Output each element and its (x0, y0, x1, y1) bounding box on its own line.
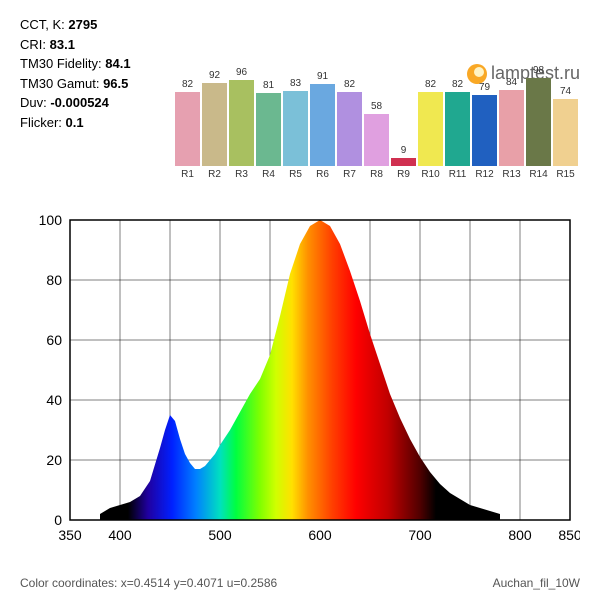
svg-text:800: 800 (508, 527, 532, 543)
metric-row: CCT, K: 2795 (20, 15, 131, 35)
svg-text:500: 500 (208, 527, 232, 543)
svg-text:0: 0 (54, 512, 62, 528)
cri-bar-R13: 84R13 (499, 77, 524, 166)
metric-row: CRI: 83.1 (20, 35, 131, 55)
svg-text:700: 700 (408, 527, 432, 543)
cri-bar-R9: 9R9 (391, 145, 416, 166)
cri-bar-R4: 81R4 (256, 80, 281, 166)
svg-text:400: 400 (108, 527, 132, 543)
cri-bar-chart: 82R192R296R381R483R591R682R758R89R982R10… (175, 60, 585, 180)
cri-bar-R10: 82R10 (418, 79, 443, 166)
cri-bar-R15: 74R15 (553, 86, 578, 166)
svg-text:80: 80 (46, 272, 62, 288)
cri-bar-R2: 92R2 (202, 70, 227, 166)
cri-bar-R7: 82R7 (337, 79, 362, 166)
cri-bar-R1: 82R1 (175, 79, 200, 166)
metric-row: Flicker: 0.1 (20, 113, 131, 133)
metric-row: Duv: -0.000524 (20, 93, 131, 113)
sample-name: Auchan_fil_10W (493, 576, 580, 590)
svg-text:100: 100 (39, 212, 63, 228)
cri-bar-R6: 91R6 (310, 71, 335, 166)
metric-row: TM30 Fidelity: 84.1 (20, 54, 131, 74)
cri-bar-R12: 79R12 (472, 82, 497, 166)
cri-bar-R3: 96R3 (229, 67, 254, 166)
cri-bar-R14: 98R14 (526, 65, 551, 166)
color-coordinates: Color coordinates: x=0.4514 y=0.4071 u=0… (20, 576, 277, 590)
spectrum-chart: 0 20 40 60 80 100 350 400 500 600 700 800 850 (20, 210, 580, 570)
svg-text:20: 20 (46, 452, 62, 468)
svg-text:350: 350 (58, 527, 82, 543)
cri-bar-R5: 83R5 (283, 78, 308, 166)
svg-text:600: 600 (308, 527, 332, 543)
svg-text:40: 40 (46, 392, 62, 408)
cri-bar-R11: 82R11 (445, 79, 470, 166)
cri-bar-R8: 58R8 (364, 101, 389, 166)
svg-text:60: 60 (46, 332, 62, 348)
metric-row: TM30 Gamut: 96.5 (20, 74, 131, 94)
svg-text:850: 850 (558, 527, 580, 543)
metrics-block: CCT, K: 2795CRI: 83.1TM30 Fidelity: 84.1… (20, 15, 131, 132)
